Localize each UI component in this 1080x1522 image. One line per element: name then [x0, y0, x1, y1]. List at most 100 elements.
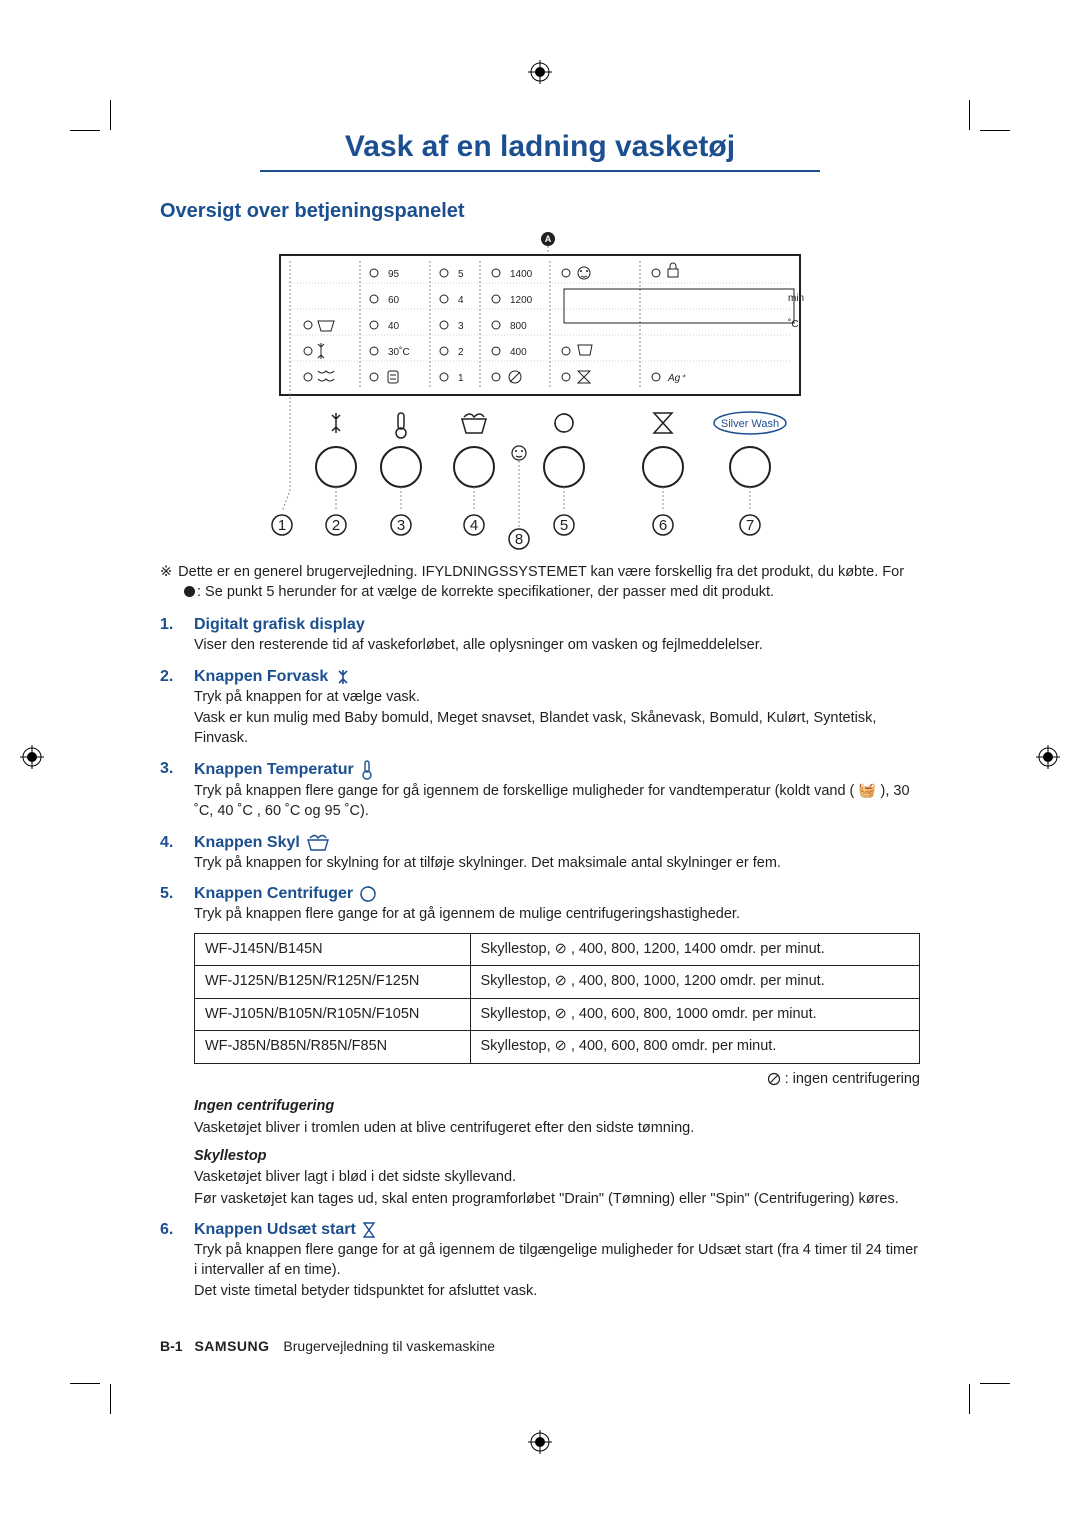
hourglass-icon	[578, 371, 590, 383]
feature-title: Knappen Skyl	[194, 834, 330, 852]
svg-text:min: min	[788, 293, 804, 304]
svg-text:95: 95	[388, 269, 400, 280]
svg-text:2: 2	[332, 517, 340, 534]
cold-water-icon	[388, 371, 398, 383]
table-row: WF-J125N/B125N/R125N/F125N Skyllestop, ⊘…	[195, 966, 920, 999]
footer-doc-title: Brugervejledning til vaskemaskine	[283, 1338, 495, 1354]
feature-body: Tryk på knappen flere gange for gå igenn…	[194, 782, 920, 821]
feature-item: Digitalt grafisk display Viser den reste…	[160, 616, 920, 656]
table-row: WF-J85N/B85N/R85N/F85N Skyllestop, ⊘ , 4…	[195, 1031, 920, 1064]
registration-mark-left	[20, 745, 44, 769]
control-panel-diagram: A 95	[240, 231, 840, 551]
registration-mark-bottom	[528, 1430, 552, 1454]
note-text-b: : Se punkt 5 herunder for at vælge de ko…	[197, 584, 774, 600]
crop-mark	[969, 1384, 970, 1414]
feature-title: Knappen Centrifuger	[194, 885, 377, 903]
child-face-icon	[512, 446, 526, 460]
spin-speed-table: WF-J145N/B145N Skyllestop, ⊘ , 400, 800,…	[194, 933, 920, 1064]
feature-item: Knappen Forvask Tryk på knappen for at v…	[160, 668, 920, 749]
hourglass-icon	[362, 1221, 376, 1239]
svg-text:800: 800	[510, 321, 527, 332]
crop-mark	[70, 1383, 100, 1384]
svg-text:5: 5	[560, 517, 568, 534]
table-cell-speeds: Skyllestop, ⊘ , 400, 800, 1200, 1400 omd…	[470, 933, 920, 966]
feature-body: Tryk på knappen flere gange for at gå ig…	[194, 1241, 920, 1302]
table-row: WF-J105N/B105N/R105N/F105N Skyllestop, ⊘…	[195, 998, 920, 1031]
page-footer: B-1 SAMSUNG Brugervejledning til vaskema…	[160, 1338, 920, 1354]
no-spin-icon	[767, 1072, 781, 1086]
svg-text:˚C: ˚C	[788, 318, 799, 330]
prewash-icon	[332, 413, 340, 433]
feature-title: Knappen Temperatur	[194, 760, 374, 780]
brand-name: SAMSUNG	[194, 1338, 269, 1354]
svg-text:1: 1	[458, 373, 464, 384]
svg-text:1200: 1200	[510, 295, 533, 306]
diagram-label-a: A	[545, 234, 552, 244]
filled-circle-icon	[184, 586, 195, 597]
feature-title: Digitalt grafisk display	[194, 616, 365, 634]
feature-title: Knappen Forvask	[194, 668, 352, 686]
thermometer-icon	[360, 760, 374, 780]
svg-text:4: 4	[470, 517, 478, 534]
svg-text:60: 60	[388, 295, 400, 306]
feature-item: Knappen Temperatur Tryk på knappen flere…	[160, 760, 920, 821]
crop-mark	[110, 100, 111, 130]
svg-text:3: 3	[397, 517, 405, 534]
spin-icon	[359, 885, 377, 903]
rinse-basin-icon	[462, 414, 486, 433]
crop-mark	[980, 130, 1010, 131]
table-cell-speeds: Skyllestop, ⊘ , 400, 800, 1000, 1200 omd…	[470, 966, 920, 999]
silver-wash-label: Silver Wash	[714, 412, 786, 434]
rinse-basin-icon	[306, 834, 330, 852]
table-cell-speeds: Skyllestop, ⊘ , 400, 600, 800 omdr. per …	[470, 1031, 920, 1064]
table-footnote: : ingen centrifugering	[194, 1070, 920, 1090]
lock-icon	[668, 263, 678, 277]
feature-item: Knappen Skyl Tryk på knappen for skylnin…	[160, 834, 920, 874]
feature-item: Knappen Centrifuger Tryk på knappen fler…	[160, 885, 920, 1209]
svg-text:30˚C: 30˚C	[388, 346, 410, 358]
feature-list: Digitalt grafisk display Viser den reste…	[160, 616, 920, 1302]
note-text-a: Dette er en generel brugervejledning. IF…	[178, 564, 904, 580]
table-cell-model: WF-J85N/B85N/R85N/F85N	[195, 1031, 471, 1064]
extra-rinse-icon	[304, 371, 334, 381]
page-title: Vask af en ladning vasketøj	[160, 130, 920, 164]
child-face-icon	[578, 267, 590, 279]
content-area: Vask af en ladning vasketøj Oversigt ove…	[160, 90, 920, 1354]
svg-text:5: 5	[458, 269, 464, 280]
svg-text:3: 3	[458, 321, 464, 332]
table-row: WF-J145N/B145N Skyllestop, ⊘ , 400, 800,…	[195, 933, 920, 966]
tub-icon	[578, 345, 592, 355]
general-note: ※Dette er en generel brugervejledning. I…	[160, 563, 920, 602]
svg-text:6: 6	[659, 517, 667, 534]
feature-item: Knappen Udsæt start Tryk på knappen fler…	[160, 1221, 920, 1302]
svg-text:4: 4	[458, 295, 464, 306]
svg-text:Silver Wash: Silver Wash	[721, 418, 779, 430]
table-cell-model: WF-J105N/B105N/R105N/F105N	[195, 998, 471, 1031]
subsection-heading: Skyllestop	[194, 1147, 920, 1167]
prewash-icon	[334, 668, 352, 686]
svg-text:1: 1	[278, 517, 286, 534]
page: Vask af en ladning vasketøj Oversigt ove…	[0, 40, 1080, 1474]
crop-mark	[70, 130, 100, 131]
svg-text:400: 400	[510, 347, 527, 358]
feature-body: Tryk på knappen for at vælge vask. Vask …	[194, 688, 920, 749]
thermometer-icon	[396, 413, 406, 438]
hourglass-icon	[654, 413, 672, 433]
table-cell-speeds: Skyllestop, ⊘ , 400, 600, 800, 1000 omdr…	[470, 998, 920, 1031]
svg-text:40: 40	[388, 321, 400, 332]
section-heading: Oversigt over betjeningspanelet	[160, 200, 920, 223]
feature-body: Tryk på knappen flere gange for at gå ig…	[194, 905, 920, 1209]
crop-mark	[980, 1383, 1010, 1384]
registration-mark-right	[1036, 745, 1060, 769]
no-spin-icon	[509, 371, 521, 383]
crop-mark	[110, 1384, 111, 1414]
crop-mark	[969, 100, 970, 130]
spin-icon	[555, 414, 573, 432]
svg-text:2: 2	[458, 347, 464, 358]
wash-icon	[304, 321, 334, 331]
table-cell-model: WF-J125N/B125N/R125N/F125N	[195, 966, 471, 999]
subsection-heading: Ingen centrifugering	[194, 1097, 920, 1117]
page-number: B-1	[160, 1338, 183, 1354]
title-rule	[260, 170, 820, 172]
svg-text:7: 7	[746, 517, 754, 534]
